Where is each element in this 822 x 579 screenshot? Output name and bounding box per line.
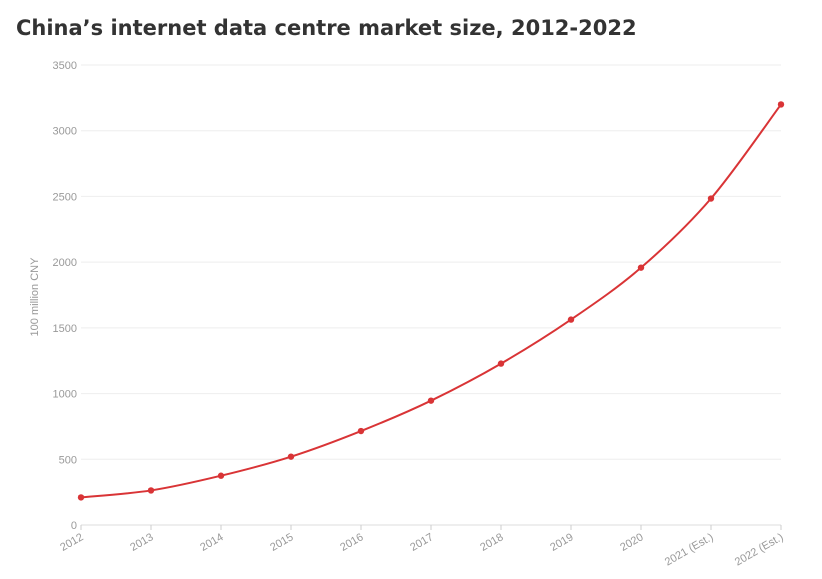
data-point-2022-est[interactable] [777, 101, 785, 108]
y-tick-label: 3500 [53, 60, 77, 72]
data-point-2018[interactable] [497, 360, 505, 367]
data-point-2017[interactable] [427, 397, 435, 404]
data-point-2021-est[interactable] [707, 195, 715, 202]
data-point-2015[interactable] [287, 453, 295, 460]
x-tick-label: 2015 [268, 531, 295, 554]
x-tick-label: 2021 (Est.) [663, 531, 716, 568]
series-line [80, 103, 782, 499]
x-tick-label: 2017 [408, 531, 435, 554]
data-point-2016[interactable] [357, 427, 365, 435]
chart-title: China’s internet data centre market size… [16, 16, 637, 40]
x-tick-label: 2014 [198, 531, 225, 554]
y-tick-label: 2500 [53, 191, 77, 203]
x-tick-label: 2013 [128, 531, 155, 554]
y-axis-ticks: 0 500 1000 1500 2000 2500 3000 3500 [53, 60, 77, 532]
y-tick-label: 2000 [53, 257, 77, 269]
y-axis-title: 100 million CNY [29, 257, 41, 337]
series-group [77, 101, 785, 501]
x-tick-label: 2012 [58, 531, 85, 554]
data-point-2012[interactable] [77, 494, 85, 501]
data-point-2020[interactable] [637, 264, 645, 271]
data-point-2013[interactable] [147, 487, 155, 494]
y-tick-label: 500 [59, 454, 77, 466]
data-point-2019[interactable] [567, 316, 575, 323]
y-tick-label: 3000 [53, 126, 77, 138]
x-axis-ticks: 2012 2013 2014 2015 2016 2017 2018 2019 2020 2021… [58, 525, 786, 569]
x-tick-label: 2016 [338, 531, 365, 554]
x-tick-label: 2022 (Est.) [733, 531, 786, 568]
x-tick-label: 2019 [548, 531, 575, 554]
x-tick-label: 2018 [478, 531, 505, 554]
y-tick-label: 1500 [53, 323, 77, 335]
x-tick-label: 2020 [618, 531, 645, 554]
y-tick-label: 1000 [53, 389, 77, 401]
y-tick-label: 0 [71, 520, 77, 532]
data-point-2014[interactable] [217, 472, 225, 479]
grid-lines [81, 64, 781, 526]
